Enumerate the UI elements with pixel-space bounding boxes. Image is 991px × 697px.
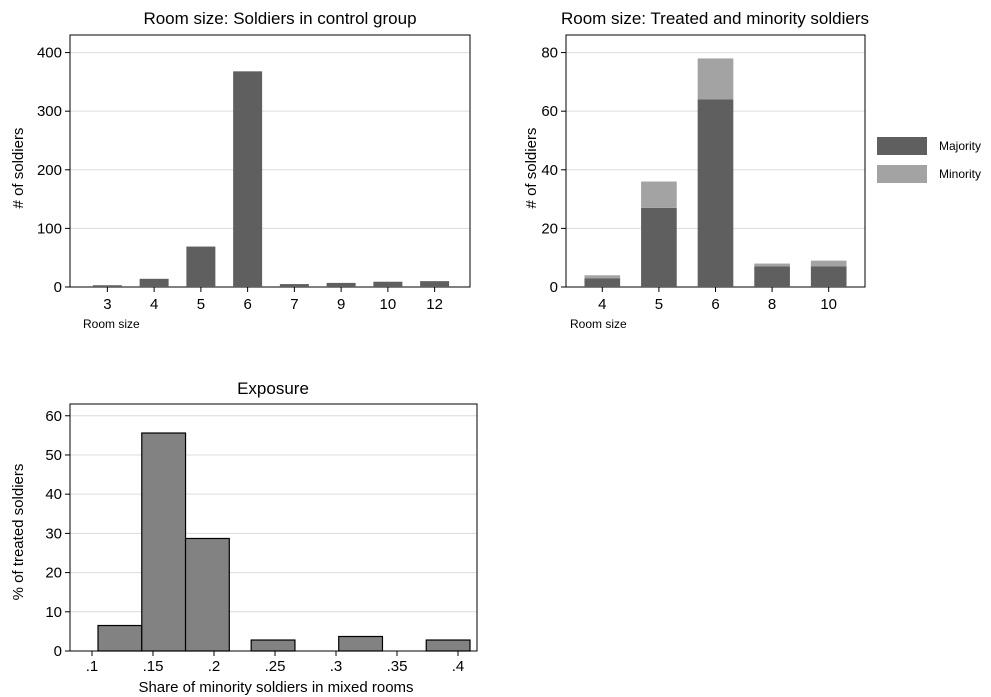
bar-control-7 xyxy=(279,284,309,287)
chart-exposure-xlabel: Share of minority soldiers in mixed room… xyxy=(138,679,413,696)
bar-control-4 xyxy=(139,278,169,287)
chart-control-xtick-label: 10 xyxy=(380,296,397,313)
bar-majority-6 xyxy=(697,99,734,287)
chart-control-ytick-label: 100 xyxy=(37,220,62,237)
bar-control-3 xyxy=(92,285,122,287)
bar-control-10 xyxy=(373,281,403,287)
chart-control-xtick-label: 3 xyxy=(103,296,111,313)
bar-control-6 xyxy=(233,71,263,287)
bar-minority-5 xyxy=(641,181,677,208)
chart-exposure-xtick-label: .2 xyxy=(208,658,221,675)
chart-control-xtick-label: 12 xyxy=(426,296,443,313)
chart-treated: Room size: Treated and minority soldiers… xyxy=(523,9,981,331)
chart-exposure-ytick-label: 50 xyxy=(45,447,62,464)
chart-exposure-title: Exposure xyxy=(237,379,309,398)
chart-treated-xtick-label: 6 xyxy=(711,296,719,313)
chart-control-xtick-label: 5 xyxy=(197,296,205,313)
bar-control-9 xyxy=(326,282,356,287)
chart-exposure-xtick-label: .15 xyxy=(143,658,164,675)
chart-exposure-ylabel: % of treated soldiers xyxy=(10,464,27,601)
legend-label-majority: Majority xyxy=(939,139,981,153)
histogram-bar xyxy=(141,432,187,652)
chart-exposure-plot-frame xyxy=(69,403,478,652)
chart-exposure-xtick-label: .25 xyxy=(265,658,286,675)
chart-treated-ytick-label: 40 xyxy=(541,162,558,179)
chart-exposure-xtick-label: .1 xyxy=(86,658,99,675)
chart-treated-ylabel: # of soldiers xyxy=(523,128,540,209)
bar-majority-5 xyxy=(641,207,677,287)
chart-exposure-xtick-label: .3 xyxy=(330,658,343,675)
chart-control-xlabel: Room size xyxy=(83,317,140,331)
chart-treated-ytick-label: 80 xyxy=(541,45,558,62)
bar-control-5 xyxy=(186,246,216,287)
bar-minority-6 xyxy=(697,58,734,100)
chart-exposure: Exposure % of treated soldiers Share of … xyxy=(10,379,478,696)
histogram-bar xyxy=(425,639,471,652)
bar-minority-4 xyxy=(584,275,621,279)
chart-exposure-ytick-label: 40 xyxy=(45,486,62,503)
chart-exposure-xtick-label: .35 xyxy=(387,658,408,675)
chart-exposure-ytick-label: 60 xyxy=(45,408,62,425)
chart-control: Room size: Soldiers in control group # o… xyxy=(10,9,471,331)
chart-treated-xtick-label: 5 xyxy=(655,296,663,313)
bar-minority-10 xyxy=(810,260,847,267)
legend-swatch-majority xyxy=(877,137,927,155)
chart-control-xtick-label: 7 xyxy=(290,296,298,313)
histogram-bar xyxy=(184,537,230,652)
chart-control-ytick-label: 300 xyxy=(37,103,62,120)
chart-treated-legend: Majority Minority xyxy=(877,137,981,183)
histogram-bar xyxy=(338,635,384,652)
chart-treated-ytick-label: 60 xyxy=(541,103,558,120)
chart-treated-xtick-label: 4 xyxy=(598,296,606,313)
chart-control-xtick-label: 9 xyxy=(337,296,345,313)
bar-majority-8 xyxy=(754,266,790,287)
bar-control-12 xyxy=(420,281,450,287)
chart-control-ytick-label: 0 xyxy=(54,279,62,296)
chart-treated-ytick-label: 20 xyxy=(541,220,558,237)
chart-exposure-ytick-label: 30 xyxy=(45,525,62,542)
chart-control-ytick-label: 200 xyxy=(37,162,62,179)
bar-majority-4 xyxy=(584,278,621,287)
chart-treated-ytick-label: 0 xyxy=(550,279,558,296)
chart-treated-title: Room size: Treated and minority soldiers xyxy=(561,9,869,28)
chart-treated-xtick-label: 8 xyxy=(768,296,776,313)
chart-control-title: Room size: Soldiers in control group xyxy=(143,9,416,28)
chart-exposure-ytick-label: 10 xyxy=(45,604,62,621)
chart-treated-xlabel: Room size xyxy=(570,317,627,331)
chart-exposure-ytick-label: 20 xyxy=(45,565,62,582)
histogram-bar xyxy=(250,639,296,652)
chart-control-xtick-label: 6 xyxy=(243,296,251,313)
histogram-bar xyxy=(97,624,143,652)
legend-swatch-minority xyxy=(877,165,927,183)
chart-exposure-xtick-label: .4 xyxy=(452,658,465,675)
chart-control-plot-frame xyxy=(69,34,471,288)
legend-label-minority: Minority xyxy=(939,167,981,181)
chart-control-ylabel: # of soldiers xyxy=(10,128,27,209)
chart-treated-xtick-label: 10 xyxy=(820,296,837,313)
chart-control-ytick-label: 400 xyxy=(37,45,62,62)
bar-minority-8 xyxy=(754,263,790,267)
bar-majority-10 xyxy=(810,266,847,287)
chart-exposure-ytick-label: 0 xyxy=(54,643,62,660)
chart-control-xtick-label: 4 xyxy=(150,296,158,313)
